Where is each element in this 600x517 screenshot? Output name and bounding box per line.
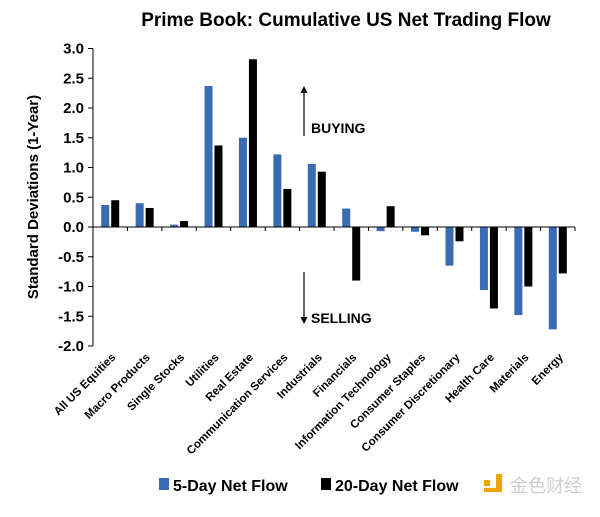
bar-20day [421, 227, 430, 236]
bar-5day [445, 227, 454, 266]
y-tick-label: -1.5 [58, 308, 84, 325]
bar-5day [101, 204, 110, 227]
y-tick-label: 3.0 [63, 41, 84, 58]
up-arrowhead-icon [300, 86, 308, 93]
buying-label: BUYING [311, 120, 366, 136]
watermark-logo: 金色财经 [484, 474, 582, 496]
down-arrowhead-icon [300, 317, 308, 324]
bar-5day [307, 163, 316, 227]
legend-swatch-5day [159, 478, 169, 490]
bar-20day [145, 207, 154, 227]
bar-20day [386, 206, 395, 227]
bar-20day [524, 227, 533, 287]
legend-label-5day: 5-Day Net Flow [173, 478, 288, 495]
x-tick-label: Macro Products [83, 352, 153, 422]
bar-5day [170, 224, 179, 227]
bar-5day [479, 227, 488, 291]
y-tick-label: -0.5 [58, 249, 84, 266]
y-tick-label: 1.5 [63, 130, 84, 147]
y-tick-label: 2.0 [63, 100, 84, 117]
y-axis-label: Standard Deviations (1-Year) [25, 95, 42, 299]
legend-label-20day: 20-Day Net Flow [335, 478, 459, 495]
x-tick-label: All US Equities [52, 352, 118, 418]
y-tick-label: -2.0 [58, 338, 84, 355]
y-tick-label: 2.5 [63, 70, 84, 87]
y-tick-label: -1.0 [58, 279, 84, 296]
bar-20day [111, 200, 120, 227]
bar-5day [135, 203, 144, 227]
bar-5day [238, 137, 247, 227]
y-tick-label: 0.0 [63, 219, 84, 236]
bar-20day [558, 227, 567, 274]
x-tick-label: Energy [530, 351, 566, 387]
legend: 5-Day Net Flow 20-Day Net Flow [159, 478, 459, 495]
chart-title: Prime Book: Cumulative US Net Trading Fl… [141, 10, 551, 31]
bar-5day [411, 227, 420, 232]
selling-annotation: SELLING [300, 272, 372, 326]
bar-5day [548, 227, 557, 330]
y-tick-label: 0.5 [63, 189, 84, 206]
legend-swatch-20day [321, 478, 331, 490]
bar-20day [214, 145, 223, 227]
bar-5day [204, 85, 213, 227]
svg-text:金色财经: 金色财经 [510, 476, 582, 496]
bar-5day [514, 227, 523, 316]
buying-annotation: BUYING [300, 86, 366, 136]
bar-20day [283, 188, 292, 227]
bar-5day [376, 227, 385, 232]
bar-20day [489, 227, 498, 309]
y-ticks: 3.0 2.5 2.0 1.5 1.0 0.5 0.0 -0.5 -1.0 -1.5 -2.0 [58, 41, 94, 355]
y-tick-label: 1.0 [63, 160, 84, 177]
bar-20day [455, 227, 464, 242]
bars [101, 59, 567, 330]
bar-5day [342, 208, 351, 227]
bar-20day [180, 221, 189, 227]
selling-label: SELLING [311, 310, 372, 326]
bar-20day [317, 171, 326, 227]
bar-20day [352, 227, 361, 281]
bar-5day [273, 154, 282, 227]
bar-20day [248, 59, 257, 228]
